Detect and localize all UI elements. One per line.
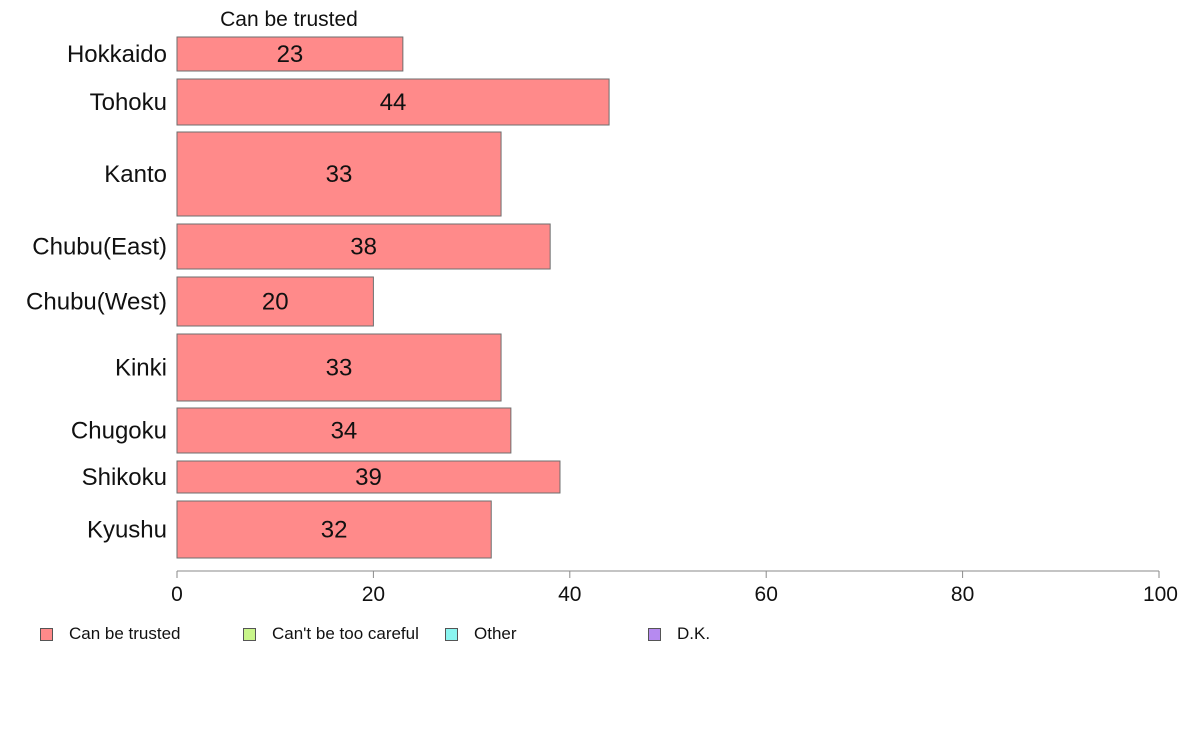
- x-tick-label-0: 0: [171, 583, 183, 606]
- category-label-chugoku: Chugoku: [71, 418, 167, 445]
- bar-chubu-east: [176, 223, 551, 270]
- bar-chubu-west: [176, 276, 374, 327]
- legend-swatch-can-be-trusted: [40, 627, 53, 641]
- category-label-chubu-east: Chubu(East): [32, 234, 167, 261]
- x-tick-label-80: 80: [951, 583, 974, 606]
- category-label-kyushu: Kyushu: [87, 517, 167, 544]
- bar-kinki: [176, 333, 502, 402]
- legend-item-dk: D.K.: [648, 624, 710, 644]
- legend-swatch-cant-be-too-careful: [243, 627, 256, 641]
- legend-label-cant-be-too-careful: Can't be too careful: [272, 624, 419, 643]
- category-label-hokkaido: Hokkaido: [67, 41, 167, 68]
- series-title: Can be trusted: [220, 8, 358, 31]
- x-tick-label-20: 20: [362, 583, 385, 606]
- bar-shikoku: [176, 460, 561, 494]
- data-label-chubu-west: 20: [262, 289, 289, 316]
- legend-swatch-other: [445, 627, 458, 641]
- legend-item-other: Other: [445, 624, 517, 644]
- x-tick-label-100: 100: [1143, 583, 1178, 606]
- legend-label-dk: D.K.: [677, 624, 711, 643]
- category-label-kanto: Kanto: [104, 161, 167, 188]
- data-label-chubu-east: 38: [350, 234, 377, 261]
- legend-label-other: Other: [474, 624, 517, 643]
- legend-item-cant-be-too-careful: Can't be too careful: [243, 624, 419, 644]
- data-label-chugoku: 34: [331, 418, 358, 445]
- x-tick-label-40: 40: [558, 583, 581, 606]
- bar-chugoku: [176, 407, 512, 454]
- category-label-kinki: Kinki: [115, 355, 167, 382]
- legend: Can be trusted Can't be too careful Othe…: [40, 624, 800, 646]
- category-label-shikoku: Shikoku: [82, 464, 167, 491]
- data-label-tohoku: 44: [380, 89, 407, 116]
- bar-hokkaido: [176, 36, 404, 72]
- data-label-kyushu: 32: [321, 517, 348, 544]
- category-label-tohoku: Tohoku: [90, 89, 167, 116]
- legend-swatch-dk: [648, 627, 661, 641]
- category-label-chubu-west: Chubu(West): [26, 289, 167, 316]
- data-label-kinki: 33: [326, 355, 353, 382]
- bar-kanto: [176, 131, 502, 217]
- bar-tohoku: [176, 78, 610, 126]
- x-tick-label-60: 60: [755, 583, 778, 606]
- bar-kyushu: [176, 500, 492, 559]
- legend-item-can-be-trusted: Can be trusted: [40, 624, 181, 644]
- data-label-kanto: 33: [326, 161, 353, 188]
- data-label-shikoku: 39: [355, 464, 382, 491]
- legend-label-can-be-trusted: Can be trusted: [69, 624, 181, 643]
- data-label-hokkaido: 23: [277, 41, 304, 68]
